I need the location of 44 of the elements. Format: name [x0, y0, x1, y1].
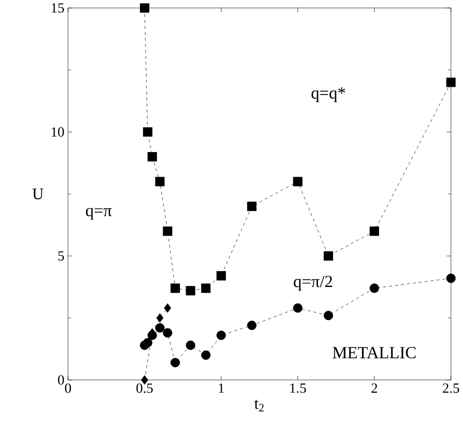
- y-tick-label: 10: [52, 127, 64, 137]
- point: [216, 330, 226, 340]
- point: [324, 310, 334, 320]
- point: [446, 78, 456, 88]
- point: [247, 320, 256, 330]
- point: [446, 274, 456, 283]
- point: [155, 323, 165, 333]
- x-axis-title: t$_{2}$: [254, 400, 264, 412]
- annotation: q=π/2: [294, 276, 332, 291]
- point: [142, 338, 152, 348]
- point: [164, 303, 172, 313]
- point: [186, 286, 196, 296]
- y-axis-title: U: [32, 188, 44, 200]
- point: [201, 350, 211, 360]
- y-tick-label: 15: [52, 3, 64, 13]
- point: [370, 284, 380, 293]
- point: [142, 127, 152, 137]
- point: [170, 358, 180, 368]
- point: [148, 152, 157, 162]
- x-tick-label: 2.5: [442, 383, 460, 393]
- x-tick-label: 0.5: [136, 383, 153, 393]
- point: [247, 202, 256, 212]
- point: [186, 340, 196, 350]
- point: [162, 328, 172, 338]
- point: [162, 226, 172, 236]
- point: [293, 176, 302, 186]
- point: [156, 313, 164, 323]
- point: [293, 303, 302, 313]
- point: [370, 226, 380, 236]
- x-tick-label: 1: [218, 383, 224, 393]
- y-tick-label: 0: [58, 375, 64, 385]
- point: [324, 251, 334, 261]
- annotation: q=π: [86, 208, 112, 220]
- point: [140, 3, 150, 13]
- y-tick-label: 5: [58, 251, 64, 261]
- point: [170, 284, 180, 293]
- x-tick-label: 1.5: [290, 383, 306, 393]
- annotation: q=q*: [312, 87, 346, 102]
- point: [216, 271, 226, 281]
- point: [201, 284, 211, 293]
- point: [155, 176, 165, 186]
- annotation: METALLIC: [332, 347, 416, 358]
- x-tick-label: 2: [371, 383, 378, 393]
- x-tick-label: 0: [65, 383, 71, 393]
